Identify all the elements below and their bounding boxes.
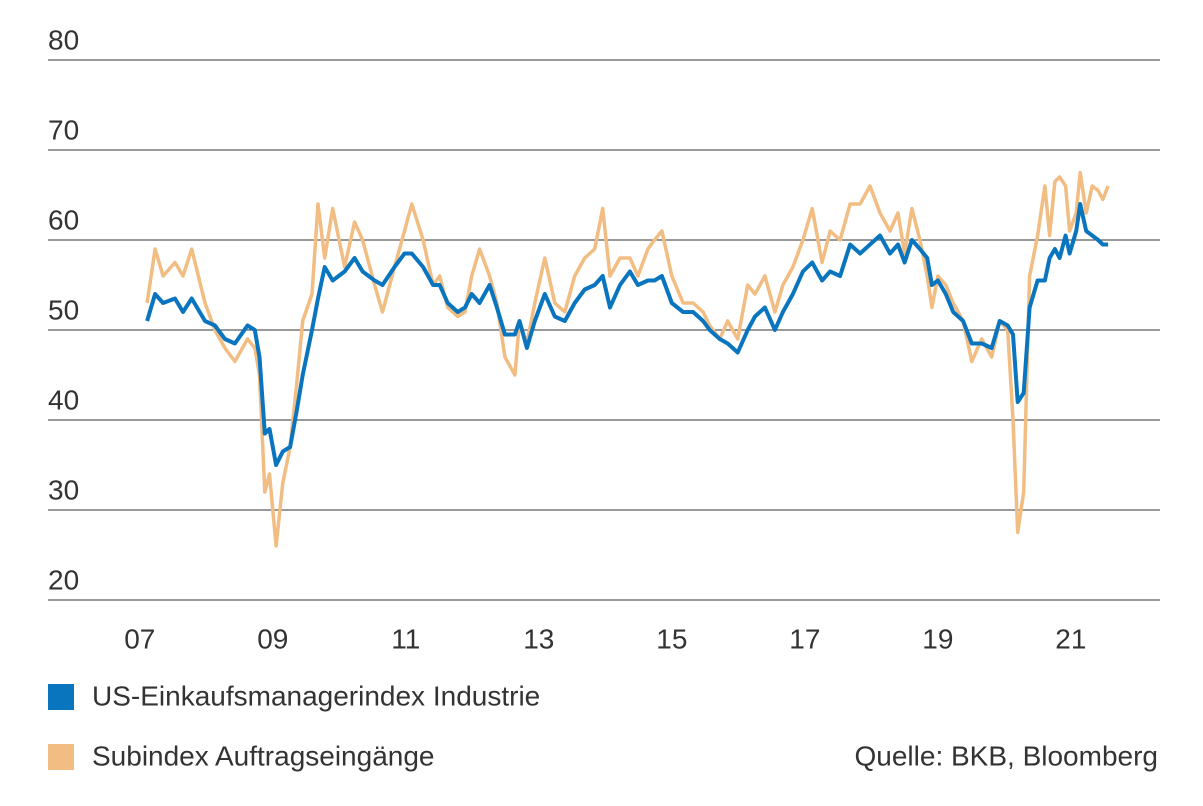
y-tick-label: 40 — [48, 384, 79, 415]
y-tick-label: 80 — [48, 24, 79, 55]
y-tick-label: 60 — [48, 204, 79, 235]
x-tick-label: 17 — [789, 623, 820, 654]
legend-swatch — [48, 744, 74, 770]
y-tick-label: 20 — [48, 564, 79, 595]
x-tick-label: 11 — [391, 623, 420, 654]
y-tick-label: 70 — [48, 114, 79, 145]
y-tick-label: 50 — [48, 294, 79, 325]
line-series — [145, 202, 1109, 467]
line-series — [145, 170, 1110, 548]
x-tick-label: 07 — [124, 623, 155, 654]
legend-label: Subindex Auftragseingänge — [92, 740, 435, 771]
x-tick-label: 19 — [922, 623, 953, 654]
y-tick-label: 30 — [48, 474, 79, 505]
x-tick-label: 15 — [656, 623, 687, 654]
legend-label: US-Einkaufsmanagerindex Industrie — [92, 680, 540, 711]
x-tick-label: 09 — [257, 623, 288, 654]
x-tick-label: 13 — [523, 623, 554, 654]
source-note: Quelle: BKB, Bloomberg — [855, 740, 1159, 771]
legend-swatch — [48, 684, 74, 710]
x-tick-label: 21 — [1055, 623, 1086, 654]
